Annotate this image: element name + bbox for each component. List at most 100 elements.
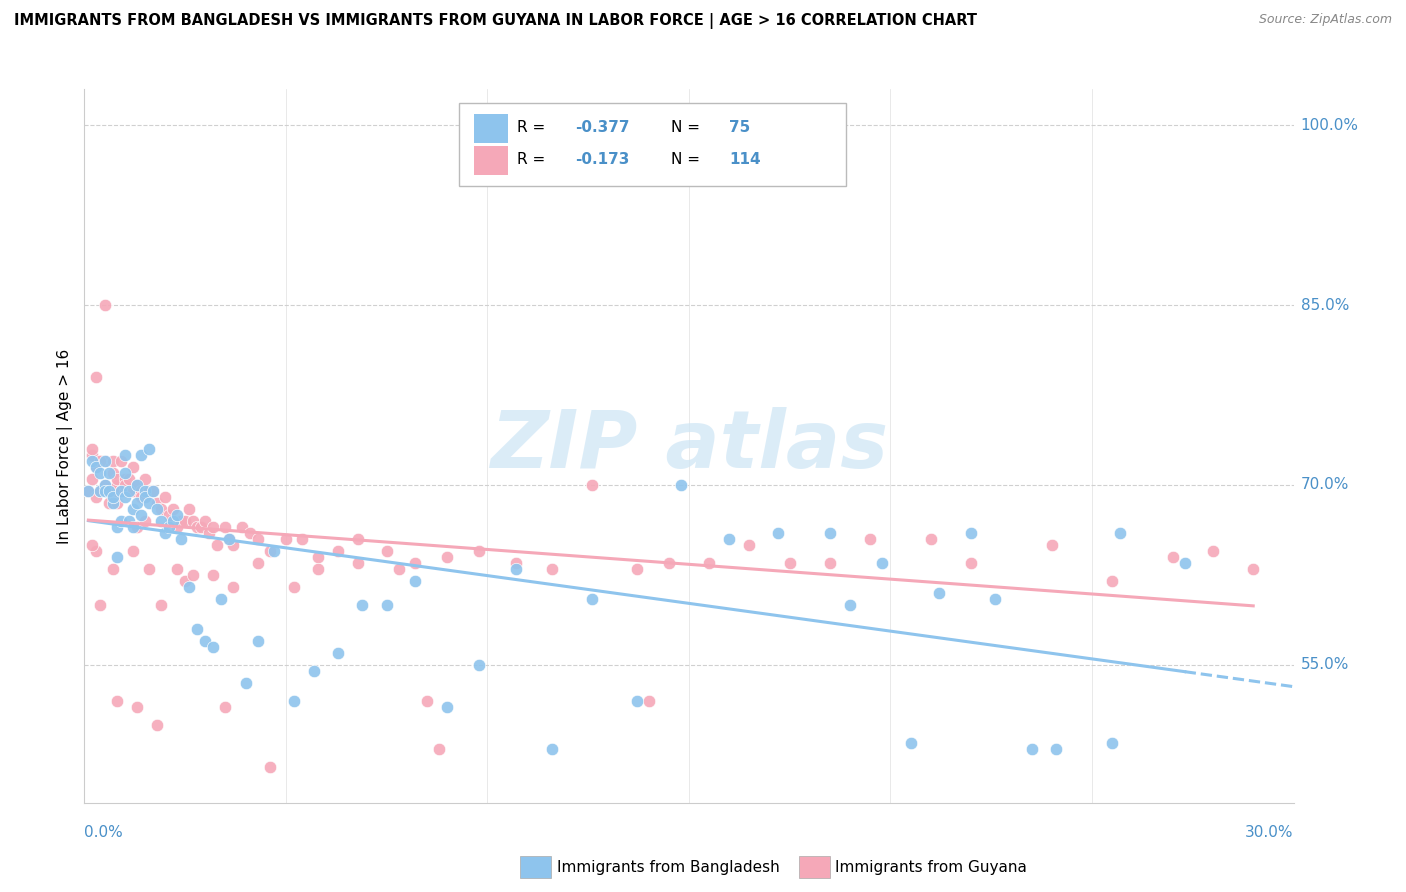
Point	[110, 483, 132, 498]
Point	[166, 562, 188, 576]
Point	[637, 694, 659, 708]
Point	[207, 538, 229, 552]
Point	[468, 657, 491, 672]
Point	[101, 496, 124, 510]
Point	[328, 646, 350, 660]
Point	[89, 483, 111, 498]
Point	[89, 454, 111, 468]
Point	[114, 490, 136, 504]
Point	[581, 591, 603, 606]
Point	[198, 525, 221, 540]
Point	[416, 694, 439, 708]
Text: Immigrants from Bangladesh: Immigrants from Bangladesh	[557, 860, 779, 874]
Point	[375, 544, 398, 558]
Point	[105, 483, 128, 498]
Text: 30.0%: 30.0%	[1246, 825, 1294, 840]
Point	[125, 496, 148, 510]
Point	[174, 514, 197, 528]
Point	[186, 622, 208, 636]
Text: R =: R =	[517, 120, 550, 135]
Point	[157, 520, 180, 534]
Text: 114: 114	[728, 152, 761, 167]
Point	[1161, 549, 1184, 564]
Point	[179, 502, 201, 516]
Point	[738, 538, 761, 552]
Point	[125, 478, 148, 492]
Point	[134, 490, 156, 504]
Point	[218, 532, 240, 546]
Point	[101, 490, 124, 504]
Point	[93, 478, 115, 492]
Point	[138, 483, 160, 498]
Point	[239, 525, 262, 540]
Point	[697, 556, 720, 570]
Point	[77, 483, 100, 498]
Point	[153, 490, 176, 504]
Point	[77, 483, 100, 498]
Point	[129, 483, 152, 498]
Point	[718, 532, 741, 546]
Point	[209, 591, 232, 606]
Point	[97, 466, 120, 480]
Point	[86, 460, 108, 475]
Point	[218, 532, 240, 546]
Point	[1101, 736, 1123, 750]
Point	[505, 562, 527, 576]
Point	[138, 496, 160, 510]
Point	[1174, 556, 1197, 570]
Point	[283, 694, 305, 708]
Point	[142, 483, 165, 498]
Point	[138, 562, 160, 576]
Point	[121, 460, 143, 475]
Point	[89, 454, 111, 468]
Point	[581, 478, 603, 492]
Point	[541, 741, 564, 756]
Point	[93, 478, 115, 492]
Text: Immigrants from Guyana: Immigrants from Guyana	[835, 860, 1026, 874]
Point	[427, 741, 450, 756]
Point	[89, 598, 111, 612]
Point	[186, 520, 208, 534]
Point	[125, 520, 148, 534]
FancyBboxPatch shape	[460, 103, 846, 186]
Point	[859, 532, 882, 546]
Point	[162, 514, 184, 528]
Text: 55.0%: 55.0%	[1301, 657, 1348, 673]
Point	[86, 460, 108, 475]
Point	[1241, 562, 1264, 576]
Point	[669, 478, 692, 492]
Point	[93, 298, 115, 312]
Point	[541, 562, 564, 576]
Point	[121, 520, 143, 534]
Point	[105, 496, 128, 510]
Point	[101, 562, 124, 576]
Point	[1021, 741, 1043, 756]
Point	[375, 598, 398, 612]
Point	[138, 483, 160, 498]
Point	[231, 520, 253, 534]
Point	[202, 568, 225, 582]
Point	[900, 736, 922, 750]
Point	[404, 574, 426, 588]
Point	[149, 598, 172, 612]
Text: Source: ZipAtlas.com: Source: ZipAtlas.com	[1258, 13, 1392, 27]
Point	[190, 520, 212, 534]
Point	[302, 664, 325, 678]
Point	[105, 694, 128, 708]
Point	[89, 483, 111, 498]
Point	[146, 502, 169, 516]
Point	[105, 472, 128, 486]
Point	[984, 591, 1007, 606]
Text: 0.0%: 0.0%	[84, 825, 124, 840]
Point	[110, 454, 132, 468]
Point	[114, 466, 136, 480]
Point	[105, 549, 128, 564]
Point	[146, 718, 169, 732]
Point	[388, 562, 411, 576]
Point	[235, 676, 257, 690]
Point	[872, 556, 894, 570]
Point	[928, 586, 950, 600]
Text: 100.0%: 100.0%	[1301, 118, 1358, 133]
Point	[194, 633, 217, 648]
Point	[658, 556, 681, 570]
